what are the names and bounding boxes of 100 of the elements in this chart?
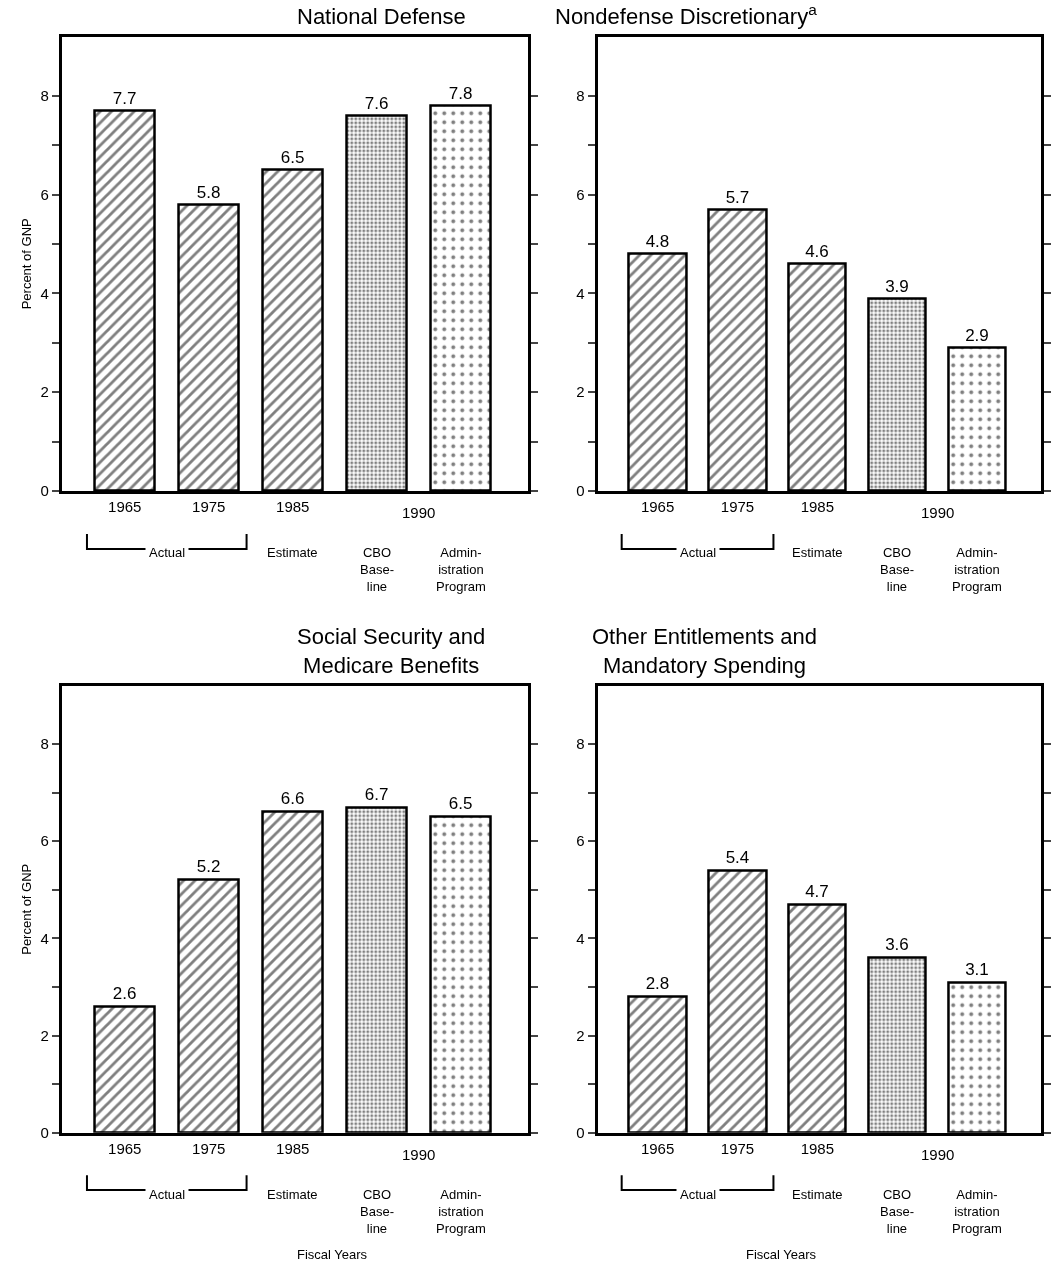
bar bbox=[93, 109, 156, 491]
x-tick-label: 1965 bbox=[108, 497, 142, 515]
bar bbox=[947, 981, 1007, 1133]
bar bbox=[93, 1005, 156, 1133]
y-tick-label: 4 bbox=[576, 929, 585, 947]
data-label: 2.6 bbox=[112, 984, 137, 1004]
chart-title: Other Entitlements and Mandatory Spending bbox=[592, 624, 818, 678]
y-tick-label: 4 bbox=[40, 929, 49, 947]
data-label: 5.8 bbox=[196, 182, 221, 202]
y-tick-label: 6 bbox=[40, 185, 49, 203]
data-label: 2.9 bbox=[965, 325, 989, 345]
y-tick-label: 0 bbox=[40, 482, 49, 500]
bar bbox=[627, 252, 688, 491]
data-label: 7.8 bbox=[448, 83, 473, 103]
bar bbox=[261, 810, 324, 1133]
text: Admin- istration Program bbox=[436, 1187, 486, 1236]
y-tick-label: 8 bbox=[576, 735, 585, 753]
bar bbox=[627, 995, 688, 1133]
text: Actual bbox=[680, 545, 717, 560]
text: Estimate bbox=[792, 1187, 843, 1202]
bar bbox=[345, 806, 408, 1133]
data-label: 7.6 bbox=[364, 93, 389, 113]
x-axis-title: Fiscal Years bbox=[297, 1247, 368, 1262]
y-tick-label: 0 bbox=[40, 1124, 49, 1142]
x-tick-label: 1985 bbox=[800, 497, 835, 515]
chart-title: Social Security and Medicare Benefits bbox=[297, 624, 486, 678]
data-label: 3.9 bbox=[885, 276, 909, 296]
x-tick-label: 1975 bbox=[192, 497, 226, 515]
data-label: 4.6 bbox=[805, 241, 829, 261]
data-label: 6.7 bbox=[364, 785, 389, 805]
data-label: 7.7 bbox=[112, 88, 137, 108]
data-label: 2.8 bbox=[645, 974, 670, 994]
bar bbox=[707, 208, 768, 491]
bar bbox=[261, 168, 324, 491]
y-tick-label: 4 bbox=[40, 284, 49, 302]
y-tick-label: 2 bbox=[576, 1026, 585, 1044]
y-tick-label: 6 bbox=[576, 832, 585, 850]
bar bbox=[177, 878, 240, 1133]
chart-title: Nondefense Discretionary$^{a}$ bbox=[555, 1, 818, 30]
data-label: 5.7 bbox=[725, 187, 750, 207]
y-tick-label: 8 bbox=[40, 735, 49, 753]
bar bbox=[867, 297, 927, 491]
bar bbox=[787, 262, 847, 491]
y-tick-label: 2 bbox=[40, 1026, 49, 1044]
text: Actual bbox=[680, 1187, 717, 1202]
y-axis-title: Percent of GNP bbox=[19, 218, 35, 310]
bar bbox=[707, 869, 768, 1133]
x-axis-title: Fiscal Years bbox=[746, 1247, 817, 1262]
bar bbox=[947, 346, 1007, 491]
bar bbox=[429, 815, 492, 1133]
text: Admin- istration Program bbox=[952, 1187, 1002, 1236]
data-label: 5.2 bbox=[196, 857, 221, 877]
text: CBO Base- line bbox=[360, 545, 394, 594]
data-label: 3.6 bbox=[885, 935, 909, 955]
chart-title: National Defense bbox=[297, 4, 466, 29]
text: Admin- istration Program bbox=[952, 545, 1002, 594]
text: Estimate bbox=[267, 545, 318, 560]
data-label: 4.8 bbox=[645, 231, 670, 251]
bar bbox=[787, 903, 847, 1133]
text: 1990 bbox=[921, 504, 955, 521]
text: Actual bbox=[149, 545, 186, 560]
data-label: 4.7 bbox=[805, 882, 829, 902]
text: Estimate bbox=[267, 1187, 318, 1202]
y-tick-label: 8 bbox=[576, 87, 585, 105]
x-tick-label: 1975 bbox=[192, 1139, 226, 1157]
text: CBO Base- line bbox=[880, 1187, 914, 1236]
x-tick-label: 1985 bbox=[276, 497, 310, 515]
y-tick-label: 8 bbox=[40, 87, 49, 105]
bar bbox=[345, 114, 408, 491]
bar bbox=[177, 203, 240, 491]
text: 1990 bbox=[402, 504, 436, 521]
x-tick-label: 1965 bbox=[640, 1139, 675, 1157]
text: CBO Base- line bbox=[880, 545, 914, 594]
y-axis-title: Percent of GNP bbox=[19, 863, 35, 955]
y-tick-label: 2 bbox=[40, 383, 49, 401]
text: 1990 bbox=[921, 1146, 955, 1163]
text: Admin- istration Program bbox=[436, 545, 486, 594]
data-label: 6.5 bbox=[280, 147, 305, 167]
text: Actual bbox=[149, 1187, 186, 1202]
x-tick-label: 1975 bbox=[720, 497, 755, 515]
data-label: 6.6 bbox=[280, 789, 305, 809]
x-tick-label: 1965 bbox=[108, 1139, 142, 1157]
y-tick-label: 0 bbox=[576, 482, 585, 500]
x-tick-label: 1965 bbox=[640, 497, 675, 515]
data-label: 3.1 bbox=[965, 960, 989, 980]
x-tick-label: 1975 bbox=[720, 1139, 755, 1157]
bar bbox=[867, 956, 927, 1133]
y-tick-label: 6 bbox=[40, 832, 49, 850]
text: Estimate bbox=[792, 545, 843, 560]
y-tick-label: 6 bbox=[576, 185, 585, 203]
data-label: 6.5 bbox=[448, 794, 473, 814]
y-tick-label: 0 bbox=[576, 1124, 585, 1142]
x-tick-label: 1985 bbox=[800, 1139, 835, 1157]
x-tick-label: 1985 bbox=[276, 1139, 310, 1157]
data-label: 5.4 bbox=[725, 848, 750, 868]
text: 1990 bbox=[402, 1146, 436, 1163]
bar bbox=[429, 104, 492, 491]
y-tick-label: 2 bbox=[576, 383, 585, 401]
y-tick-label: 4 bbox=[576, 284, 585, 302]
text: CBO Base- line bbox=[360, 1187, 394, 1236]
